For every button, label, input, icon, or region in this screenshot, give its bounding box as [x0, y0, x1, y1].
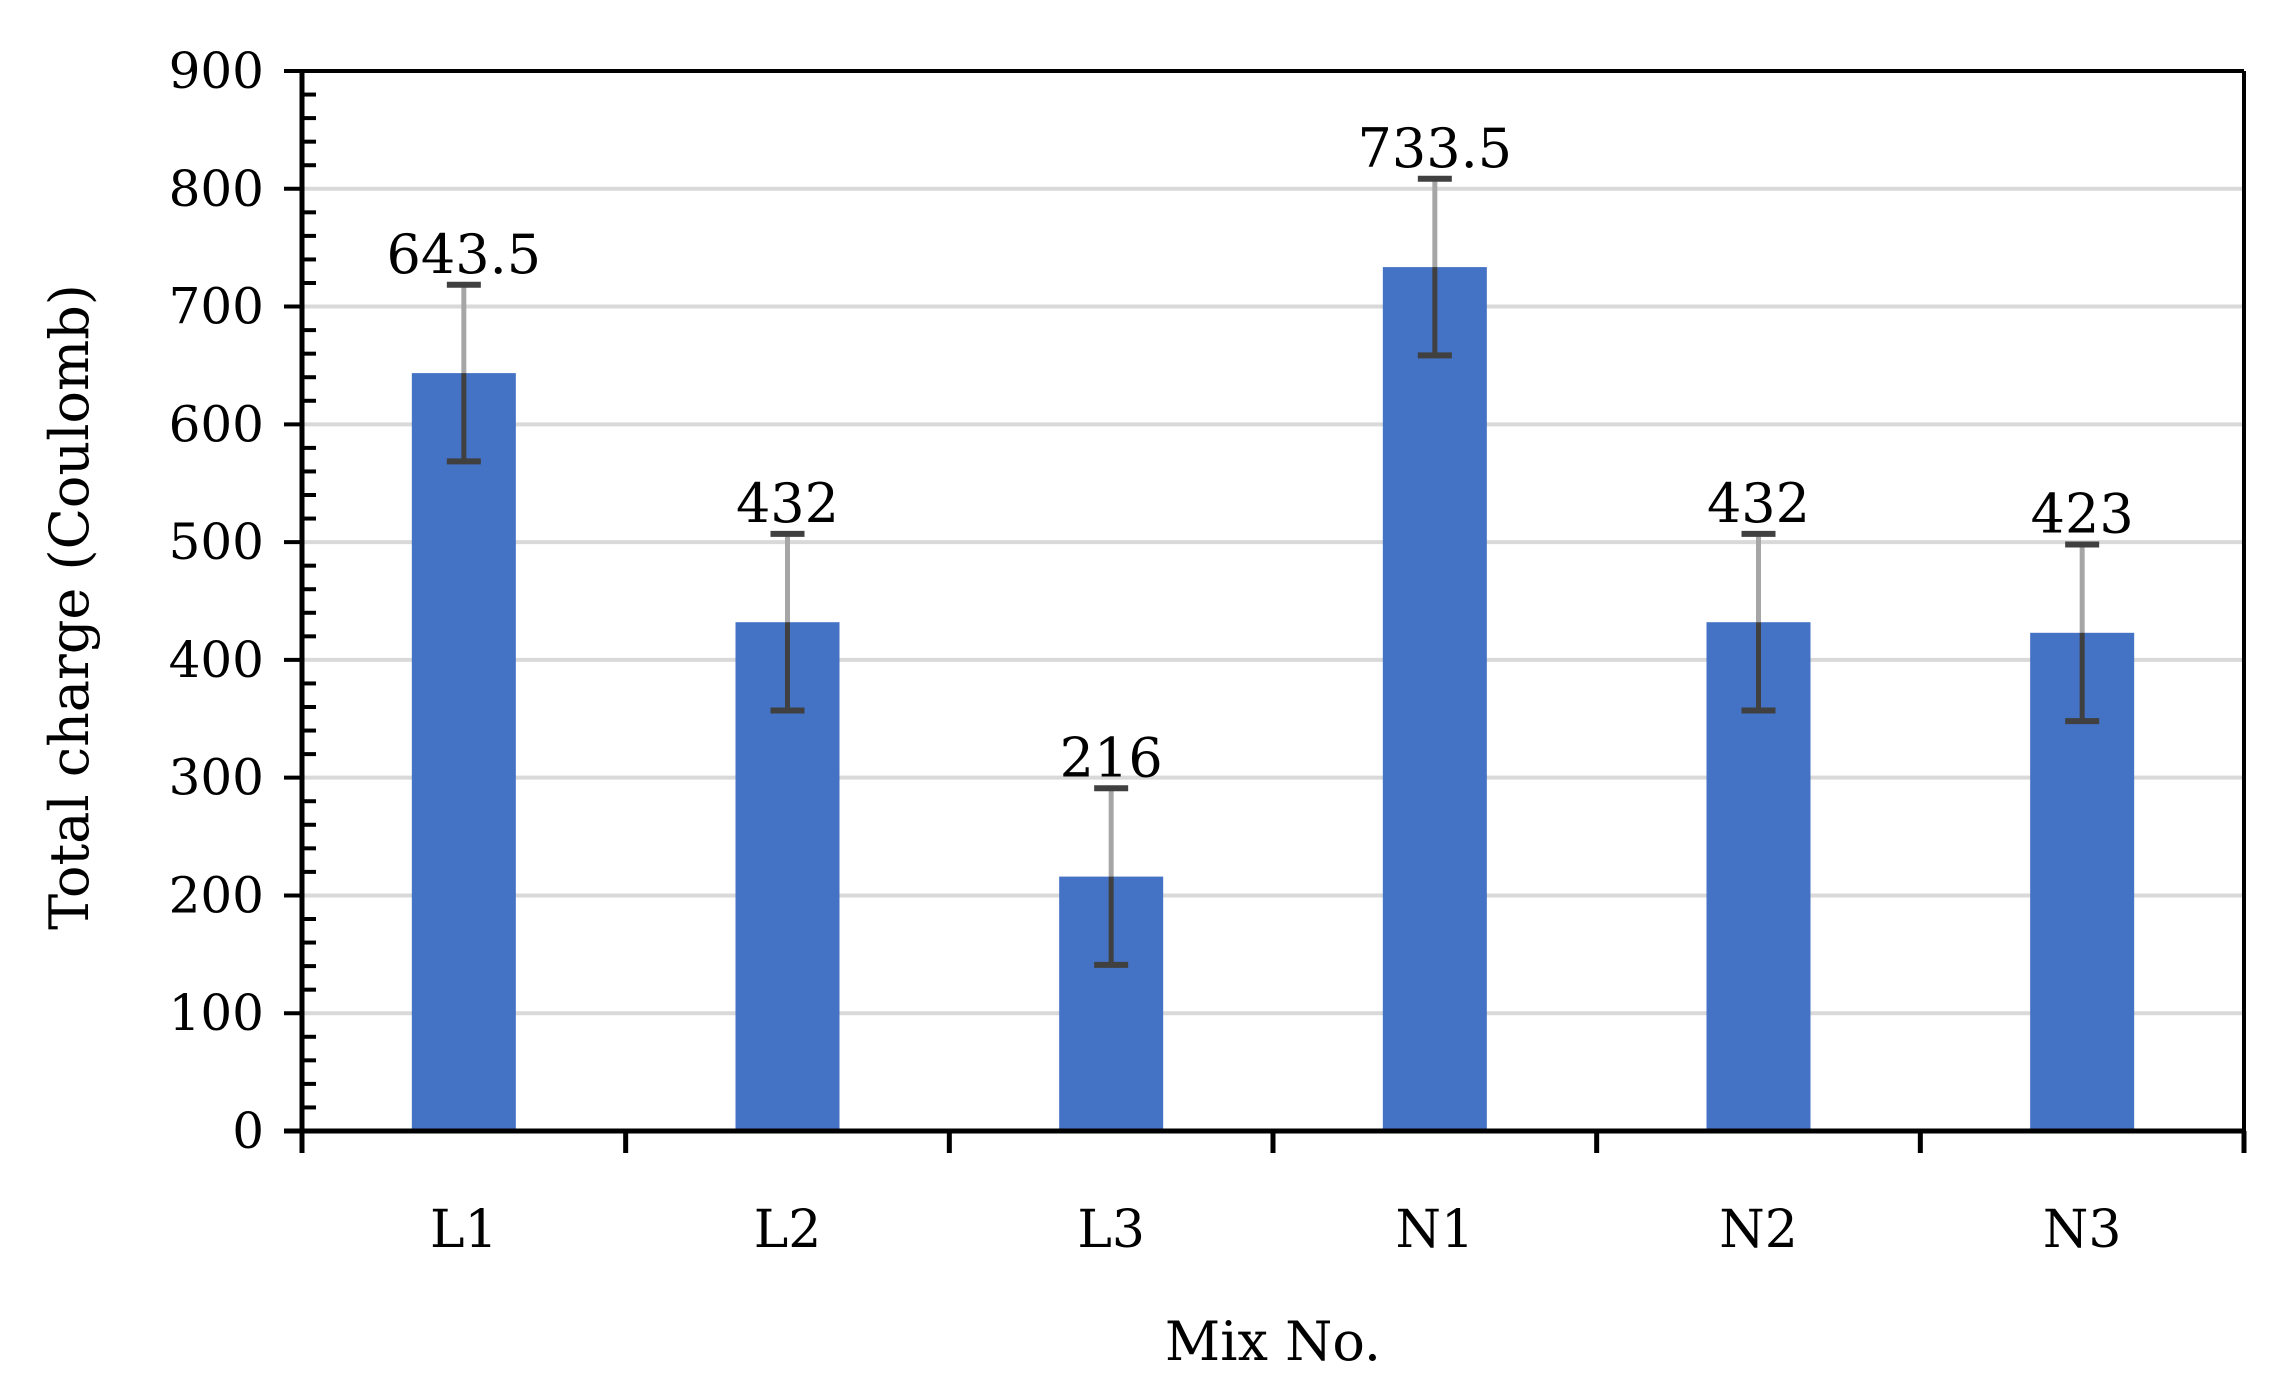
y-tick-label: 200 — [169, 866, 264, 924]
data-label: 423 — [2031, 482, 2134, 545]
y-tick-label: 300 — [169, 749, 264, 807]
x-tick-label: N2 — [1719, 1200, 1798, 1260]
y-tick-label: 800 — [169, 160, 264, 218]
x-tick-label: N1 — [1396, 1200, 1475, 1260]
x-tick-label: N3 — [2043, 1200, 2122, 1260]
data-label: 432 — [736, 472, 839, 535]
x-tick-label: L3 — [1077, 1200, 1145, 1260]
y-tick-label: 600 — [169, 395, 264, 453]
data-label: 643.5 — [387, 223, 542, 286]
x-tick-label: L2 — [754, 1200, 822, 1260]
bars — [411, 267, 2135, 1132]
y-tick-label: 100 — [169, 984, 264, 1042]
y-axis-title: Total charge (Coulomb) — [38, 284, 101, 930]
labels: 0 100 200 300 400 500 600 700 800 900 643.5 L1 432 L2… — [169, 42, 2134, 1260]
y-tick-label: 0 — [232, 1102, 264, 1160]
axes — [284, 69, 2246, 1134]
y-tick-label: 400 — [169, 631, 264, 689]
data-label: 432 — [1707, 472, 1810, 535]
data-label: 216 — [1060, 726, 1163, 789]
bar — [1382, 267, 1487, 1132]
data-label: 733.5 — [1358, 117, 1513, 180]
y-tick-label: 900 — [169, 42, 264, 100]
bar — [411, 373, 516, 1132]
gridlines — [302, 186, 2244, 1016]
axis-ticks — [284, 69, 2247, 1153]
error-bars — [446, 175, 2100, 968]
y-tick-label: 700 — [169, 278, 264, 336]
x-axis-title: Mix No. — [1165, 1310, 1381, 1373]
y-tick-label: 500 — [169, 513, 264, 571]
x-tick-label: L1 — [430, 1200, 498, 1260]
